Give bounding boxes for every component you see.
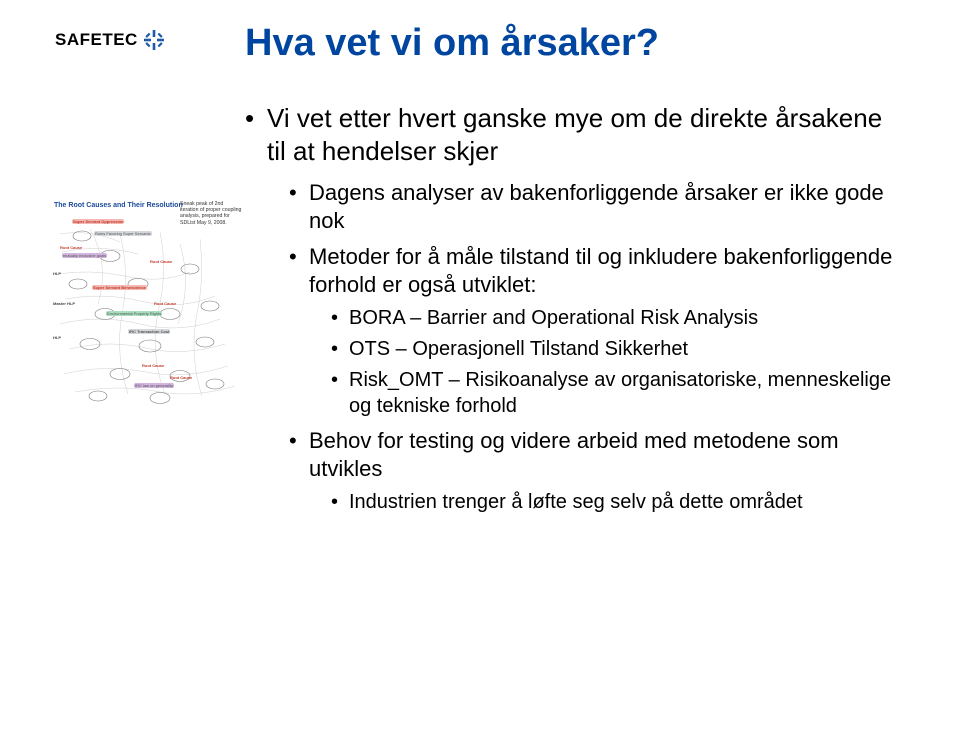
diagram-body: Super Servant Oppression Rules Favoring … [50, 214, 244, 408]
diagram-node-label: Super Servant Oppression [72, 220, 124, 224]
diagram-thumbnail: The Root Causes and Their Resolution Sne… [48, 200, 246, 410]
bullet-text: OTS – Operasjonell Tilstand Sikkerhet [349, 338, 688, 360]
bullet-lvl3: OTS – Operasjonell Tilstand Sikkerhet [331, 336, 900, 362]
diagram-node-label: Master HLP [53, 302, 75, 306]
page-title: Hva vet vi om årsaker? [245, 22, 659, 65]
diagram-node-label: Root Cause [170, 376, 192, 380]
bullet-lvl3: Industrien trenger å løfte seg selv på d… [331, 489, 900, 515]
bullet-list-lvl1: Vi vet etter hvert ganske mye om de dire… [245, 102, 900, 515]
bullet-text: Risk_OMT – Risikoanalyse av organisatori… [349, 369, 891, 417]
bullet-lvl2: Behov for testing og videre arbeid med m… [289, 427, 900, 515]
diagram-node-label: Root Cause [154, 302, 176, 306]
diagram-node-label: Root Cause [60, 246, 82, 250]
bullet-text: Behov for testing og videre arbeid med m… [309, 428, 839, 481]
bullet-lvl3: BORA – Barrier and Operational Risk Anal… [331, 305, 900, 331]
logo-icon [144, 30, 164, 50]
logo-text: SAFETEC [55, 30, 138, 50]
bullet-text: Dagens analyser av bakenforliggende årsa… [309, 180, 884, 233]
diagram-node-label: HLP [53, 272, 61, 276]
bullet-text: Industrien trenger å løfte seg selv på d… [349, 491, 803, 513]
diagram-node-label: Super Servant Benevolence [92, 286, 147, 290]
diagram-node-label: IRC law on generality [134, 384, 174, 388]
diagram-node-label: Environmental Property Rights [106, 312, 162, 316]
bullet-list-lvl3: BORA – Barrier and Operational Risk Anal… [331, 305, 900, 419]
diagram-node-label: Root Cause [150, 260, 172, 264]
diagram-node-label: mutually exclusive goals [62, 254, 107, 258]
bullet-lvl2: Dagens analyser av bakenforliggende årsa… [289, 179, 900, 235]
bullet-text: Vi vet etter hvert ganske mye om de dire… [267, 103, 882, 166]
diagram-node-label: HLP [53, 336, 61, 340]
bullet-lvl1: Vi vet etter hvert ganske mye om de dire… [245, 102, 900, 515]
bullet-lvl2: Metoder for å måle tilstand til og inklu… [289, 243, 900, 419]
logo: SAFETEC [55, 30, 164, 50]
diagram-title: The Root Causes and Their Resolution [54, 202, 183, 209]
content: Vi vet etter hvert ganske mye om de dire… [245, 102, 900, 523]
diagram-node-label: Rules Favoring Super Servants [94, 232, 152, 236]
bullet-list-lvl2: Dagens analyser av bakenforliggende årsa… [289, 179, 900, 516]
diagram-node-label: IRC Transaction Cost [128, 330, 170, 334]
bullet-lvl3: Risk_OMT – Risikoanalyse av organisatori… [331, 367, 900, 419]
diagram-node-label: Root Cause [142, 364, 164, 368]
bullet-list-lvl3: Industrien trenger å løfte seg selv på d… [331, 489, 900, 515]
bullet-text: Metoder for å måle tilstand til og inklu… [309, 244, 892, 297]
bullet-text: BORA – Barrier and Operational Risk Anal… [349, 307, 758, 329]
